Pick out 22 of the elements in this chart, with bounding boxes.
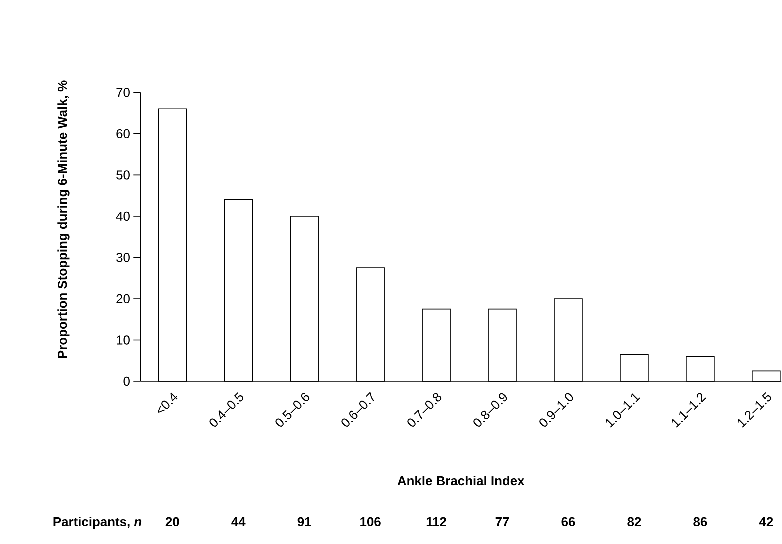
text: Participants, n bbox=[54, 517, 142, 530]
text: 112 bbox=[426, 518, 446, 527]
y-tick-label: 60 bbox=[116, 129, 130, 139]
text: 86 bbox=[694, 518, 708, 527]
text: 106 bbox=[360, 518, 381, 527]
text: 82 bbox=[628, 518, 642, 527]
x-tick-label: <0.4 bbox=[158, 392, 178, 414]
y-tick-label: 20 bbox=[116, 294, 130, 304]
text: 91 bbox=[298, 518, 312, 527]
text: 66 bbox=[562, 518, 576, 527]
x-axis-title: Ankle Brachial Index bbox=[398, 476, 525, 486]
text: 42 bbox=[759, 518, 774, 527]
y-tick-label: 10 bbox=[117, 336, 130, 345]
y-tick-label: 40 bbox=[116, 212, 130, 222]
text: 44 bbox=[232, 518, 246, 527]
text: 20 bbox=[166, 518, 180, 527]
y-tick-label: 70 bbox=[116, 88, 130, 98]
y-tick-label: 30 bbox=[116, 253, 130, 262]
text: 77 bbox=[496, 518, 510, 527]
y-axis-title: Proportion Stopping during 6-Minute Walk, % bbox=[58, 80, 70, 358]
y-tick-label: 50 bbox=[116, 170, 130, 180]
y-tick-label: 0 bbox=[124, 377, 130, 386]
